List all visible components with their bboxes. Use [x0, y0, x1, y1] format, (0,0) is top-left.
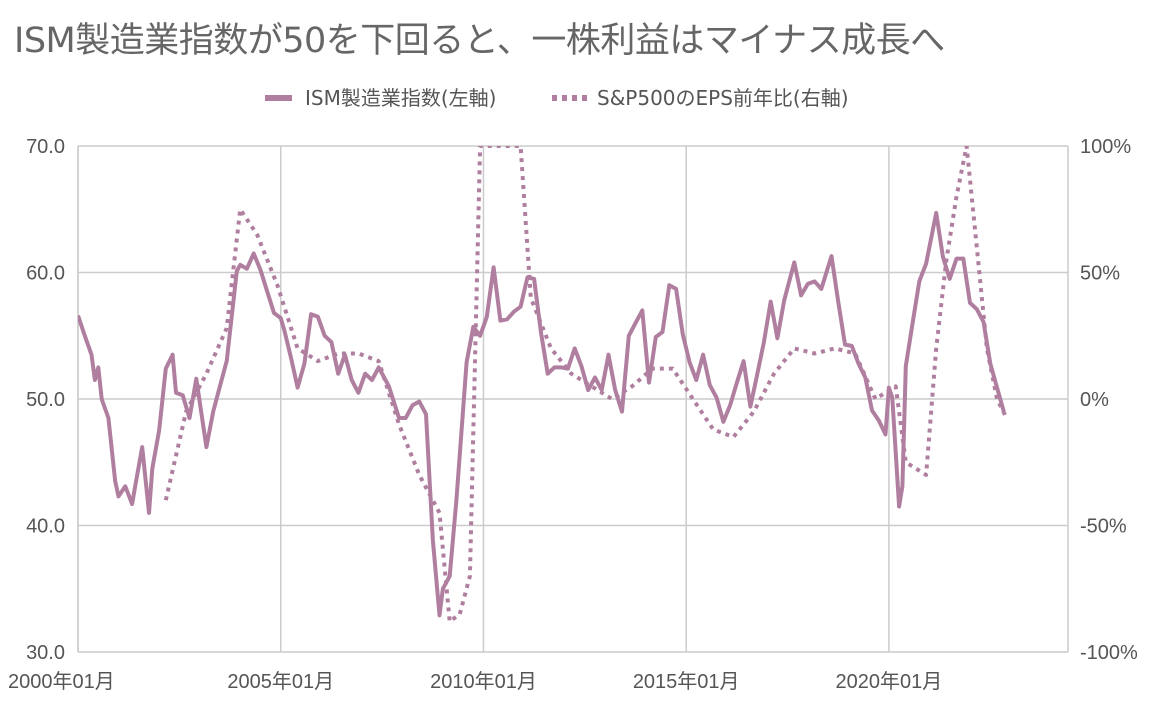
series-line-eps — [163, 146, 1009, 624]
legend-label-ism: ISM製造業指数(左軸) — [305, 86, 496, 110]
right-tick-label: 0% — [1080, 389, 1109, 411]
legend: ISM製造業指数(左軸) S&P500のEPS前年比(右軸) — [265, 86, 849, 110]
right-axis-ticks: -100% -50% 0% 50% 100% — [1080, 136, 1138, 664]
left-tick-label: 70.0 — [26, 136, 65, 158]
chart-title: ISM製造業指数が50を下回ると、一株利益はマイナス成長へ — [14, 21, 945, 61]
grid-layer — [77, 145, 1069, 653]
left-tick-label: 40.0 — [26, 516, 65, 538]
series-layer — [78, 146, 1009, 624]
right-tick-label: 50% — [1080, 263, 1120, 285]
x-tick-label: 2020年01月 — [836, 670, 943, 693]
x-tick-label: 2015年01月 — [633, 670, 740, 693]
left-tick-label: 60.0 — [26, 263, 65, 285]
right-tick-label: 100% — [1080, 136, 1131, 158]
legend-label-eps: S&P500のEPS前年比(右軸) — [597, 86, 849, 110]
x-tick-label: 2005年01月 — [227, 670, 334, 693]
left-axis-ticks: 30.0 40.0 50.0 60.0 70.0 — [26, 136, 65, 664]
right-tick-label: -50% — [1080, 516, 1127, 538]
x-axis-ticks: 2000年01月 2005年01月 2010年01月 2015年01月 2020年01月 — [8, 670, 942, 693]
right-tick-label: -100% — [1080, 642, 1138, 664]
x-tick-label: 2000年01月 — [8, 670, 115, 693]
x-tick-label: 2010年01月 — [430, 670, 537, 693]
left-tick-label: 50.0 — [26, 389, 65, 411]
series-line-ism — [78, 211, 1006, 618]
left-tick-label: 30.0 — [26, 642, 65, 664]
